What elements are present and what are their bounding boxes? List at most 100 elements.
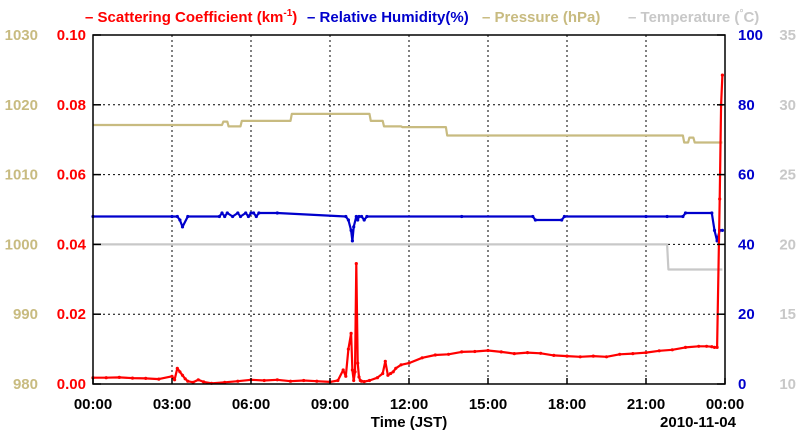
series-point	[591, 354, 595, 358]
series-point	[350, 239, 354, 243]
series-point	[712, 345, 717, 349]
series-point	[180, 373, 185, 377]
series-point	[354, 214, 358, 219]
series-point	[104, 376, 108, 380]
legend-item: – Relative Humidity(%)	[307, 9, 469, 26]
legend-dash: –	[85, 9, 98, 26]
series-point	[249, 211, 253, 215]
humidity-tick-label: 80	[738, 97, 755, 114]
series-point	[341, 368, 345, 372]
series-point	[254, 214, 258, 219]
series-point	[346, 347, 350, 351]
series-point	[533, 218, 538, 222]
series-point	[362, 218, 366, 222]
series-point	[178, 218, 182, 222]
series-point	[512, 352, 516, 356]
series-point	[565, 354, 569, 358]
humidity-tick-label: 0	[738, 376, 746, 393]
temperature-tick-label: 15	[779, 306, 796, 323]
legend-item: – Pressure (hPa)	[482, 9, 600, 26]
date-label: 2010-11-04	[660, 414, 737, 431]
series-point	[718, 197, 722, 201]
scattering-tick-label: 0.04	[57, 236, 87, 253]
humidity-tick-label: 60	[738, 167, 755, 184]
series-point	[386, 373, 390, 377]
series-point	[354, 262, 358, 266]
series-point	[360, 379, 364, 383]
series-point	[238, 214, 243, 219]
series-point	[223, 214, 227, 219]
scattering-tick-label: 0.06	[57, 167, 86, 184]
series-point	[344, 214, 348, 219]
series-point	[399, 363, 403, 367]
series-point	[349, 331, 353, 335]
series-point	[178, 370, 182, 374]
legend-label-tail: C)	[743, 9, 759, 26]
x-tick-label: 00:00	[74, 396, 112, 413]
humidity-tick-label: 40	[738, 236, 755, 253]
legend-label: Temperature (	[641, 9, 740, 26]
series-point	[560, 218, 564, 222]
series-point	[433, 353, 437, 357]
series-point	[486, 348, 490, 353]
series-point	[383, 359, 387, 363]
series-point	[446, 352, 451, 356]
series-point	[357, 375, 361, 379]
series-point	[683, 211, 688, 215]
series-point	[420, 356, 424, 360]
pressure-tick-label: 1020	[5, 97, 38, 114]
series-point	[236, 379, 240, 383]
grid	[93, 35, 725, 384]
pressure-tick-label: 990	[13, 306, 38, 323]
series-point	[349, 228, 353, 232]
series-point	[344, 374, 348, 378]
legend-superscript: -1	[283, 8, 292, 19]
x-tick-label: 21:00	[627, 396, 665, 413]
series-line	[93, 75, 724, 385]
plot-area	[91, 73, 725, 385]
legend-dash: –	[628, 9, 641, 26]
series-point	[362, 380, 366, 384]
series-point	[367, 378, 372, 383]
series-point	[460, 214, 464, 219]
series-point	[262, 378, 266, 383]
series-point	[697, 344, 701, 348]
legend-label: Relative Humidity(%)	[320, 9, 469, 26]
series-point	[356, 361, 360, 365]
series-point	[352, 225, 356, 229]
series-point	[350, 368, 354, 372]
series-point	[539, 351, 543, 355]
axes: 00:00 03:00 06:00 09:00 12:00 15:00 18:00 21:00…	[5, 27, 796, 413]
series-point	[356, 218, 360, 222]
series-point	[186, 214, 190, 219]
series-point	[531, 214, 535, 219]
series-point	[562, 214, 567, 219]
series-point	[353, 370, 357, 374]
legend-dash: –	[307, 9, 320, 26]
series-point	[657, 349, 661, 353]
series-point	[407, 361, 411, 365]
series-point	[275, 378, 279, 382]
temperature-tick-label: 10	[779, 376, 796, 393]
series-point	[196, 378, 200, 382]
humidity-tick-label: 20	[738, 306, 755, 323]
pressure-tick-label: 1010	[5, 167, 38, 184]
series-point	[710, 345, 714, 349]
series-point	[336, 378, 340, 383]
legend-item: – Scattering Coefficient (km-1)	[85, 8, 297, 26]
x-tick-label: 18:00	[548, 396, 586, 413]
series-point	[712, 228, 717, 232]
series-point	[681, 214, 685, 219]
series-point	[257, 211, 261, 215]
series-point	[460, 350, 464, 354]
x-tick-label: 03:00	[153, 396, 191, 413]
series-point	[631, 352, 635, 356]
series-point	[705, 344, 709, 348]
legend: – Scattering Coefficient (km-1) – Relativ…	[85, 8, 759, 26]
series-point	[170, 374, 174, 378]
series-point	[720, 228, 725, 232]
series-point	[715, 345, 719, 349]
x-tick-label: 00:00	[706, 396, 744, 413]
series-point	[175, 366, 179, 370]
series-point	[670, 348, 674, 352]
